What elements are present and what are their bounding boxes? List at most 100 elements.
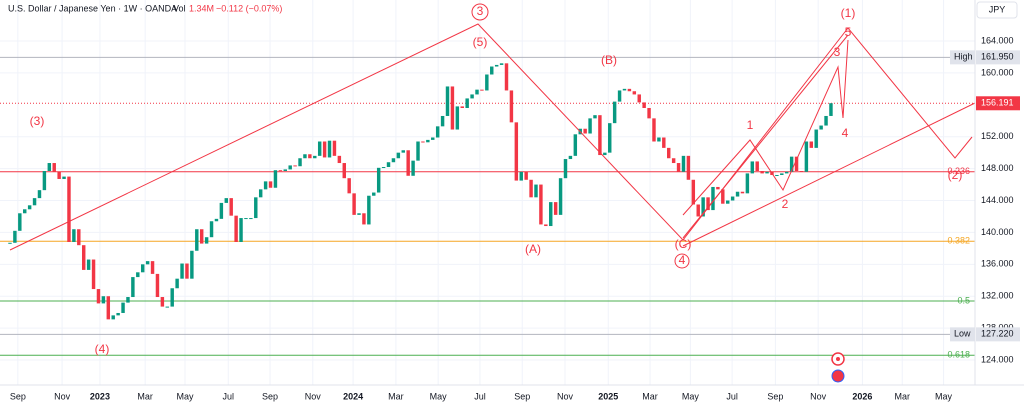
candle [317, 141, 322, 156]
candle [750, 161, 755, 174]
x-tick-label: Sep [767, 391, 783, 401]
wave-label: 3 [834, 45, 841, 59]
fib-label: 0.5 [957, 295, 970, 305]
candle [647, 107, 651, 119]
candle [381, 167, 386, 169]
high-name: High [954, 52, 973, 62]
annotations: (3) (4) 3 (5) (B) (A) (C) 4 (1) 5 3 4 1 … [30, 3, 962, 356]
candle [588, 118, 592, 134]
candle [608, 123, 612, 153]
candle [214, 218, 219, 222]
low-value: 127.220 [981, 329, 1014, 339]
candle [27, 205, 32, 210]
flag-icon[interactable] [831, 369, 845, 383]
candle [406, 150, 410, 176]
y-tick-label: 140.000 [981, 227, 1014, 237]
candle [175, 278, 179, 289]
axes: Sep Nov 2023 Mar May Jul Sep Nov 2024 Mar May Jul Se… [10, 35, 1020, 401]
candle [116, 312, 120, 316]
candle [819, 125, 823, 130]
x-tick-label: Mar [642, 391, 658, 401]
candle [67, 176, 71, 242]
candle [539, 184, 543, 225]
candle [283, 169, 287, 172]
low-name: Low [954, 329, 971, 339]
channel-line [682, 102, 976, 247]
y-tick-label: 124.000 [981, 354, 1014, 364]
candle [519, 171, 523, 181]
candle [426, 139, 430, 143]
fib-label: 0.236 [947, 166, 970, 176]
candle [799, 171, 804, 173]
candle [740, 191, 745, 194]
candle [829, 103, 833, 116]
x-tick-label: Jul [726, 391, 738, 401]
candle [593, 115, 597, 119]
candle [81, 245, 86, 270]
x-tick-label: 2026 [852, 391, 872, 401]
candle [62, 176, 66, 179]
candle [18, 213, 22, 231]
candle [445, 86, 450, 116]
candle [450, 86, 455, 130]
candle [553, 202, 558, 215]
candles [8, 63, 833, 320]
candle [716, 186, 720, 190]
candle [136, 272, 140, 278]
candle [440, 115, 445, 127]
candle [32, 198, 37, 206]
currency-box[interactable] [976, 1, 1018, 19]
x-tick-label: May [935, 391, 953, 401]
candle [435, 126, 440, 138]
x-tick-label: May [430, 391, 448, 401]
currency[interactable]: JPY [989, 4, 1006, 14]
x-tick-label: Sep [514, 391, 530, 401]
wave-label: (C) [675, 237, 692, 251]
candle [150, 261, 155, 274]
candle [794, 156, 799, 172]
candle [598, 115, 602, 156]
candle [234, 215, 238, 242]
candle [37, 190, 42, 199]
candle [42, 171, 47, 191]
candle [155, 273, 160, 298]
wave-label: 2 [782, 197, 789, 211]
candle [549, 202, 553, 227]
candle [209, 221, 214, 238]
candle [568, 155, 573, 160]
fib-label: 0.382 [947, 236, 970, 246]
candle [504, 63, 509, 91]
candle [475, 89, 479, 95]
candle [544, 224, 548, 227]
candle [219, 202, 224, 219]
candle [485, 74, 489, 91]
x-tick-label: Nov [810, 391, 827, 401]
candle [563, 159, 568, 179]
vol-label: Vol [173, 3, 186, 13]
candle [460, 106, 464, 108]
wave-label: (B) [601, 53, 617, 67]
candle [391, 158, 396, 163]
candle [499, 63, 504, 65]
wave-line [9, 23, 973, 251]
candle [730, 196, 735, 201]
event-icon-dot [836, 357, 840, 361]
candle [411, 160, 415, 176]
candle [622, 88, 627, 91]
candle [431, 137, 435, 140]
x-tick-label: May [176, 391, 194, 401]
y-tick-label: 136.000 [981, 259, 1014, 269]
candle [558, 178, 563, 215]
last-price: 156.191 [981, 98, 1014, 108]
candle [278, 170, 283, 172]
candle [480, 89, 484, 91]
candle [195, 229, 199, 251]
candle [494, 64, 499, 67]
candle [735, 191, 740, 197]
low-name-box [950, 327, 975, 342]
candle [465, 98, 469, 108]
volume: 1.34M [189, 3, 214, 13]
candle [755, 161, 759, 172]
candle [165, 306, 170, 308]
candle [170, 288, 174, 307]
